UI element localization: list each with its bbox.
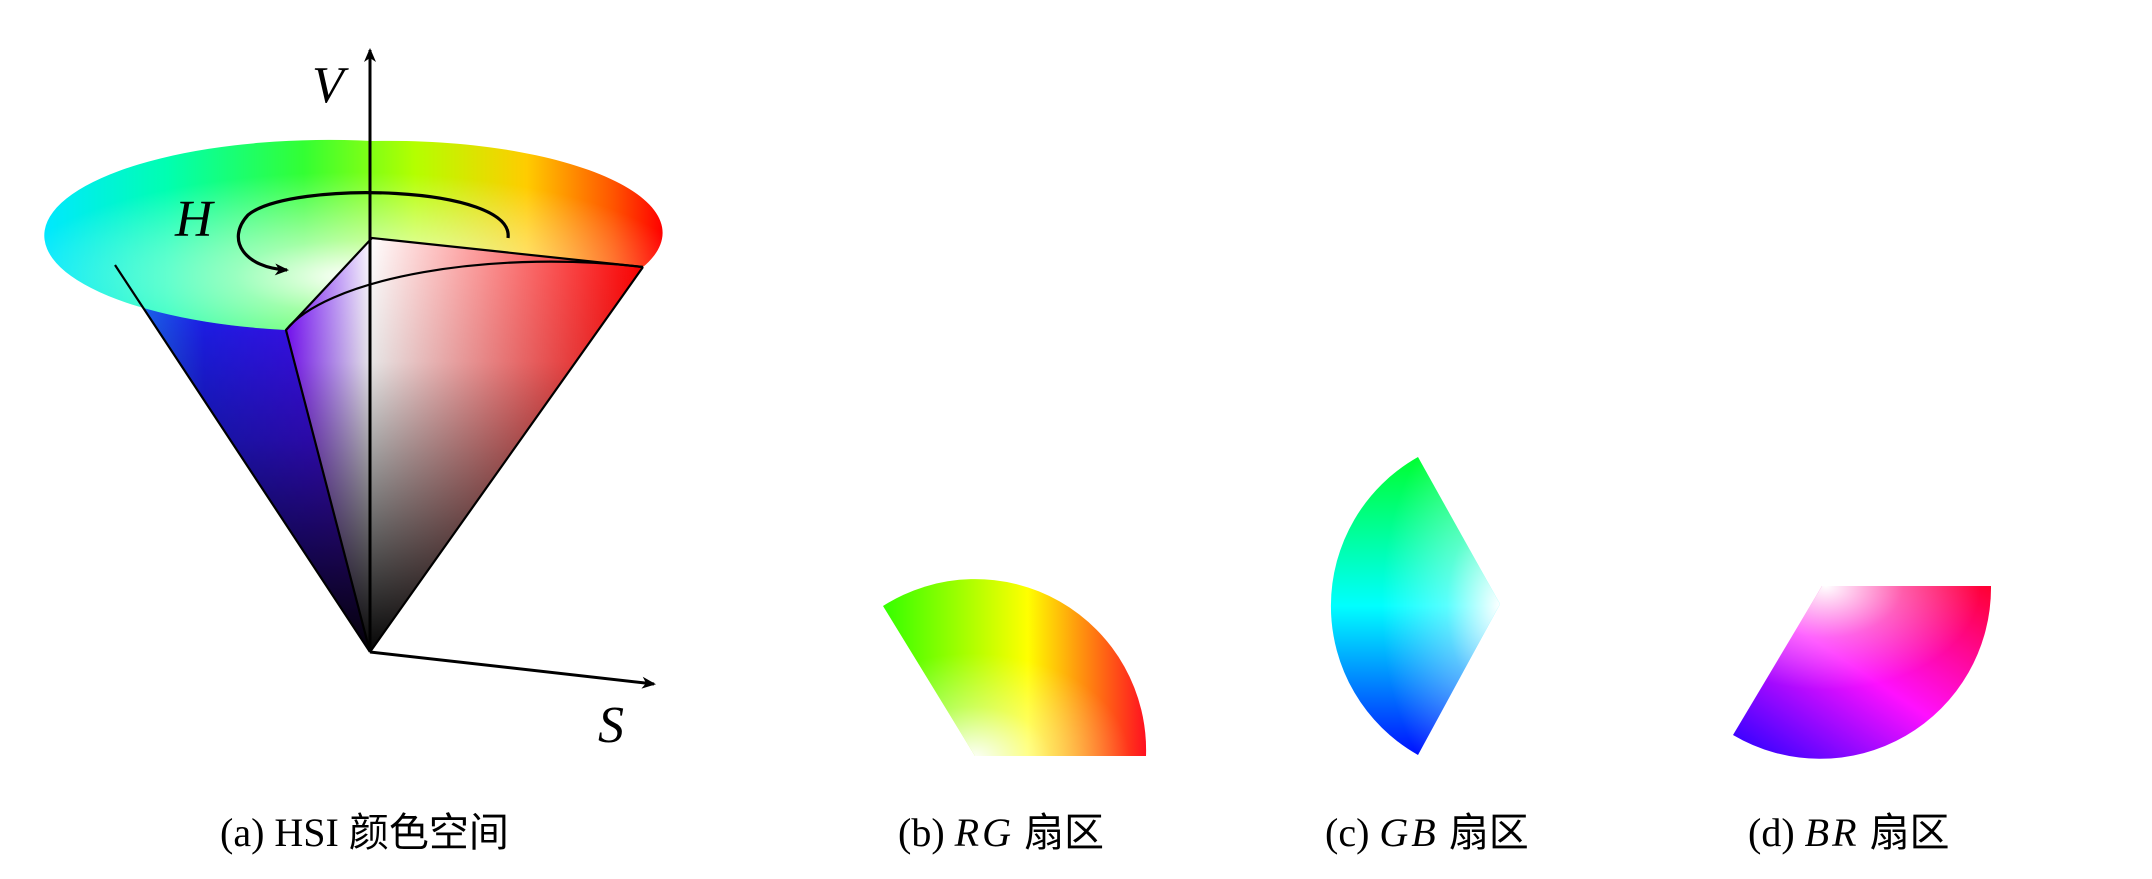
cone-top-white xyxy=(44,139,663,330)
br-sector xyxy=(1733,586,1992,759)
caption-a-prefix: (a) xyxy=(220,810,265,855)
cut-left-shade xyxy=(286,238,372,652)
caption-c-text: 扇区 xyxy=(1448,810,1529,855)
br-sector-white xyxy=(1733,586,1992,759)
cone-outline xyxy=(114,260,644,653)
hsi-cone: V H S xyxy=(44,48,663,754)
gb-sector xyxy=(1330,457,1500,755)
s-axis-label: S xyxy=(598,697,624,754)
caption-d-math: BR xyxy=(1804,810,1860,855)
caption-d-prefix: (d) xyxy=(1748,810,1795,855)
h-rotation-arrow xyxy=(236,191,510,276)
caption-c-math: GB xyxy=(1379,810,1439,855)
h-axis-label: H xyxy=(174,191,215,248)
v-axis-label: V xyxy=(312,57,349,114)
caption-c-prefix: (c) xyxy=(1325,810,1370,855)
caption-c: (c) GB 扇区 xyxy=(1325,800,1529,858)
rg-sector xyxy=(883,579,1147,756)
caption-b: (b) RG 扇区 xyxy=(898,800,1104,858)
s-axis xyxy=(369,650,656,689)
caption-d: (d) BR 扇区 xyxy=(1748,800,1950,858)
cone-cut-edges xyxy=(284,236,644,653)
caption-b-math: RG xyxy=(954,810,1014,855)
caption-a: (a) HSI 颜色空间 xyxy=(220,800,509,858)
caption-b-text: 扇区 xyxy=(1023,810,1104,855)
gb-sector-white xyxy=(1330,457,1500,755)
cut-right-shade xyxy=(370,238,643,652)
caption-d-text: 扇区 xyxy=(1869,810,1950,855)
caption-b-prefix: (b) xyxy=(898,810,945,855)
rg-sector-white xyxy=(883,579,1147,756)
caption-a-text: HSI 颜色空间 xyxy=(274,810,509,855)
